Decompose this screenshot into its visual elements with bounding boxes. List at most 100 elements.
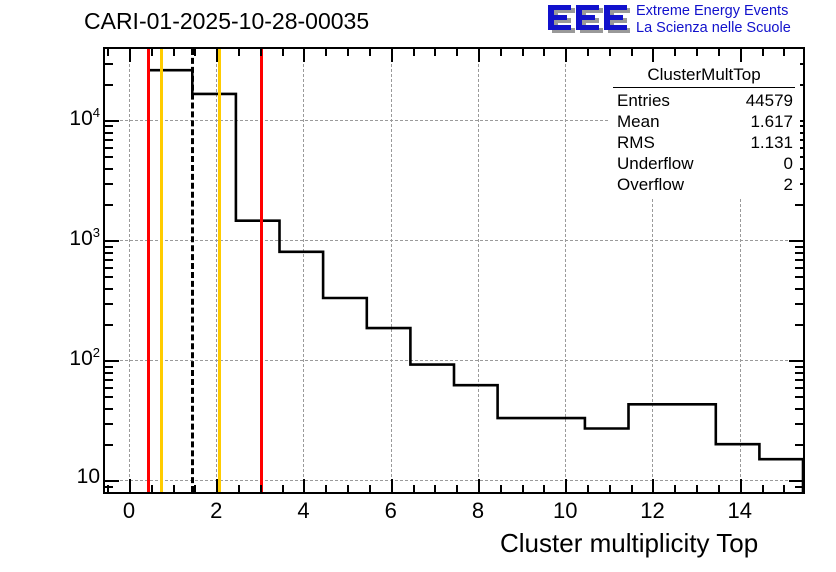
y-axis-tick-label: 103: [69, 225, 100, 251]
y-axis-tick: [105, 480, 119, 483]
x-axis-tick: [303, 49, 306, 62]
y-axis-tick: [105, 386, 113, 389]
y-axis-tick: [105, 251, 113, 254]
x-axis-tick: [608, 49, 611, 56]
eee-letters-icon: [548, 5, 630, 33]
y-axis-tick: [105, 203, 113, 206]
y-axis-tick: [105, 245, 113, 248]
x-axis-tick: [456, 485, 459, 492]
marker-line-mean-dashed-black: [190, 49, 194, 492]
stats-key: RMS: [617, 133, 655, 152]
y-axis-tick: [105, 83, 113, 86]
y-axis-tick: [795, 266, 803, 269]
x-axis-tick: [674, 485, 677, 492]
stats-value: 44579: [745, 91, 793, 110]
y-axis-tick: [795, 365, 803, 368]
x-axis-tick: [150, 49, 153, 56]
x-axis-tick: [172, 49, 175, 56]
x-axis-tick: [739, 479, 742, 492]
x-axis-tick: [543, 485, 546, 492]
histogram-trace: [147, 68, 803, 492]
x-axis-tick: [128, 49, 131, 62]
x-axis-tick: [521, 485, 524, 492]
x-axis-tick: [696, 485, 699, 492]
y-axis-tick: [795, 324, 803, 327]
y-axis-tick: [105, 408, 113, 411]
gridline-vertical: [652, 49, 654, 492]
y-axis-tick: [105, 131, 113, 134]
y-axis-tick: [789, 480, 803, 483]
y-axis-tick: [105, 62, 113, 65]
gridline-vertical: [303, 49, 305, 492]
marker-line-threshold-low-orange: [160, 49, 164, 492]
y-axis-tick: [105, 287, 113, 290]
y-axis-tick: [795, 203, 803, 206]
plot-frame: [103, 47, 805, 494]
x-axis-tick: [477, 49, 480, 62]
stats-title: ClusterMultTop: [647, 65, 761, 84]
x-axis-tick: [412, 485, 415, 492]
x-axis-tick: [347, 49, 350, 56]
x-axis-tick: [761, 485, 764, 492]
x-axis-tick: [150, 485, 153, 492]
x-axis-tick: [128, 479, 131, 492]
x-axis-tick: [368, 485, 371, 492]
x-axis-tick: [281, 485, 284, 492]
x-axis-tick: [565, 479, 568, 492]
y-axis-tick: [789, 360, 803, 363]
y-axis-tick: [795, 444, 803, 447]
x-axis-tick: [477, 479, 480, 492]
stats-row: Underflow 0: [613, 154, 795, 175]
y-axis-tick: [795, 378, 803, 381]
x-axis-tick: [587, 49, 590, 56]
x-axis-tick: [761, 49, 764, 56]
y-axis-tick: [795, 302, 803, 305]
x-axis-tick: [434, 485, 437, 492]
x-axis-tick: [717, 485, 720, 492]
gridline-vertical: [477, 49, 479, 492]
gridline-horizontal: [105, 240, 803, 242]
x-axis-tick: [390, 479, 393, 492]
x-axis-title: Cluster multiplicity Top: [500, 528, 759, 558]
x-axis-tick: [281, 49, 284, 56]
x-axis-tick: [543, 49, 546, 56]
x-axis-tick: [587, 485, 590, 492]
y-axis-tick: [105, 276, 113, 279]
stats-row: RMS 1.131: [613, 133, 795, 154]
x-axis-tick: [194, 485, 197, 492]
y-axis-tick: [105, 302, 113, 305]
x-axis-tick: [216, 49, 219, 62]
y-axis-tick: [795, 245, 803, 248]
eee-logo-line2: La Scienza nelle Scuole: [636, 20, 791, 36]
gridline-vertical: [390, 49, 392, 492]
x-axis-tick: [565, 49, 568, 62]
x-axis-tick: [652, 479, 655, 492]
y-axis-tick: [105, 138, 113, 141]
x-axis-tick: [630, 485, 633, 492]
gridline-vertical: [565, 49, 567, 492]
x-axis-tick: [412, 49, 415, 56]
gridline-vertical: [216, 49, 218, 492]
x-axis-tick: [608, 485, 611, 492]
y-axis-tick: [105, 266, 113, 269]
y-axis-tick: [795, 386, 803, 389]
x-axis-tick: [717, 49, 720, 56]
x-axis-tick-label: 8: [471, 498, 485, 523]
x-axis-tick: [238, 485, 241, 492]
y-axis-tick: [105, 378, 113, 381]
y-axis-tick: [105, 146, 113, 149]
x-axis-tick: [434, 49, 437, 56]
y-axis-tick: [105, 324, 113, 327]
stats-key: Underflow: [617, 154, 694, 173]
y-axis-tick: [105, 360, 119, 363]
stats-value: 0: [783, 154, 793, 173]
y-axis-tick-label: 102: [69, 345, 100, 371]
x-axis-tick: [325, 485, 328, 492]
marker-line-threshold-high-red: [260, 49, 264, 492]
y-axis-tick: [105, 396, 113, 399]
y-axis-tick: [105, 182, 113, 185]
x-axis-tick-label: 14: [727, 498, 752, 523]
x-axis-tick: [739, 49, 742, 62]
y-axis-tick: [105, 167, 113, 170]
